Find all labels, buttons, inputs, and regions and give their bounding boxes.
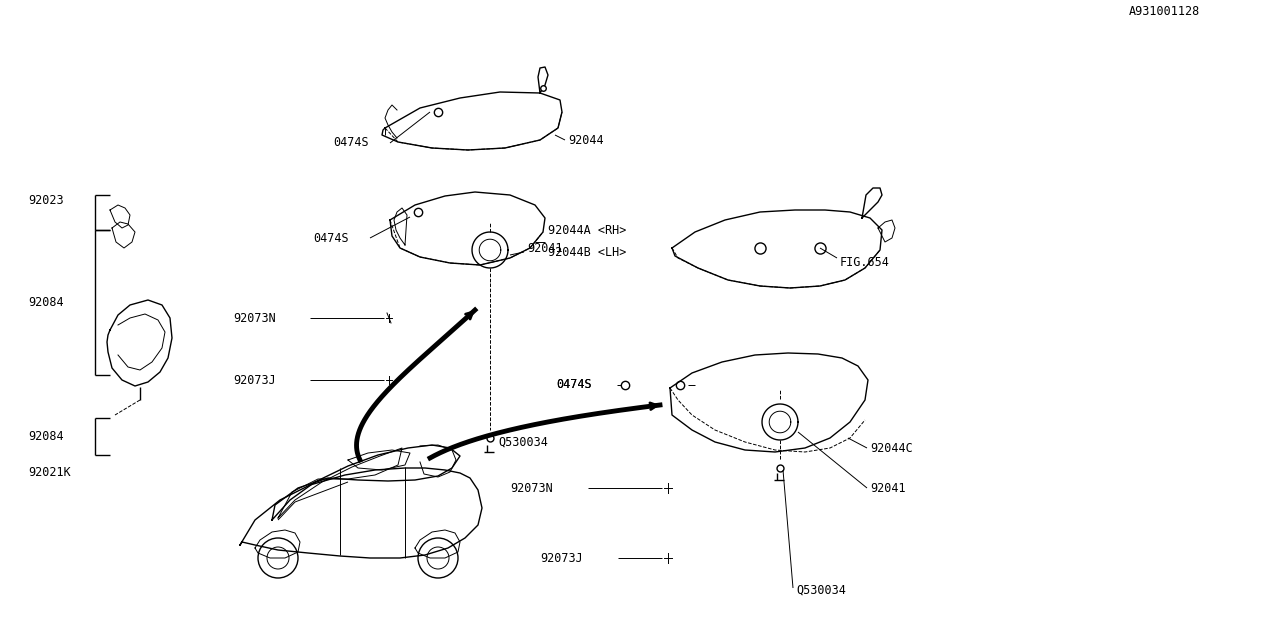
Text: 92073J: 92073J bbox=[233, 374, 275, 387]
Text: 92023: 92023 bbox=[28, 193, 64, 207]
Text: A931001128: A931001128 bbox=[1129, 5, 1201, 18]
Text: 92044: 92044 bbox=[568, 134, 604, 147]
Text: 0474S: 0474S bbox=[333, 136, 369, 150]
Text: 92041: 92041 bbox=[870, 481, 906, 495]
Text: Q530034: Q530034 bbox=[498, 435, 548, 449]
Text: 92084: 92084 bbox=[28, 430, 64, 443]
Text: 92021K: 92021K bbox=[28, 467, 70, 479]
Text: 92084: 92084 bbox=[28, 296, 64, 309]
Text: 0474S: 0474S bbox=[556, 378, 591, 392]
Text: Q530034: Q530034 bbox=[796, 584, 846, 596]
Text: 92044B <LH>: 92044B <LH> bbox=[548, 246, 626, 259]
Text: 92044A <RH>: 92044A <RH> bbox=[548, 223, 626, 237]
Text: 92073J: 92073J bbox=[540, 552, 582, 564]
Text: 0474S: 0474S bbox=[314, 232, 348, 244]
Text: 92044C: 92044C bbox=[870, 442, 913, 454]
Text: 92041: 92041 bbox=[527, 241, 563, 255]
Text: 0474S: 0474S bbox=[556, 378, 591, 392]
Text: 92073N: 92073N bbox=[509, 481, 553, 495]
Text: 92073N: 92073N bbox=[233, 312, 275, 324]
Text: FIG.654: FIG.654 bbox=[840, 255, 890, 269]
